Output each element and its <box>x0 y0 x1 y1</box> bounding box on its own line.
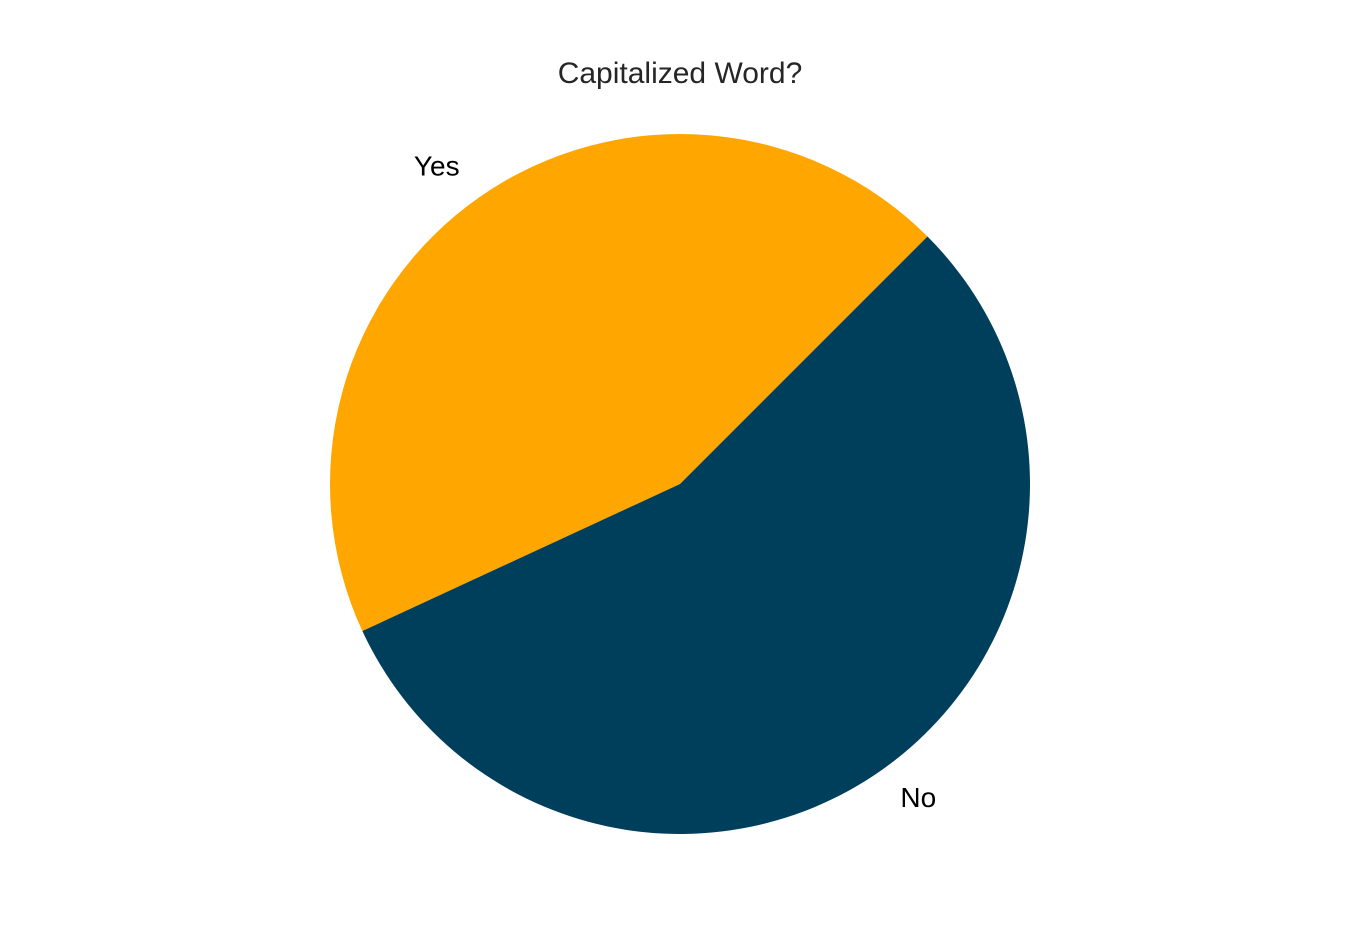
slice-label-no: No <box>900 782 936 813</box>
pie-slice-no <box>362 236 1031 835</box>
pie-labels: Yes No <box>414 151 936 813</box>
chart-title: Capitalized Word? <box>558 57 803 90</box>
pie-slices <box>330 134 1031 835</box>
pie-slice-yes <box>330 134 928 632</box>
slice-label-yes: Yes <box>414 151 460 182</box>
